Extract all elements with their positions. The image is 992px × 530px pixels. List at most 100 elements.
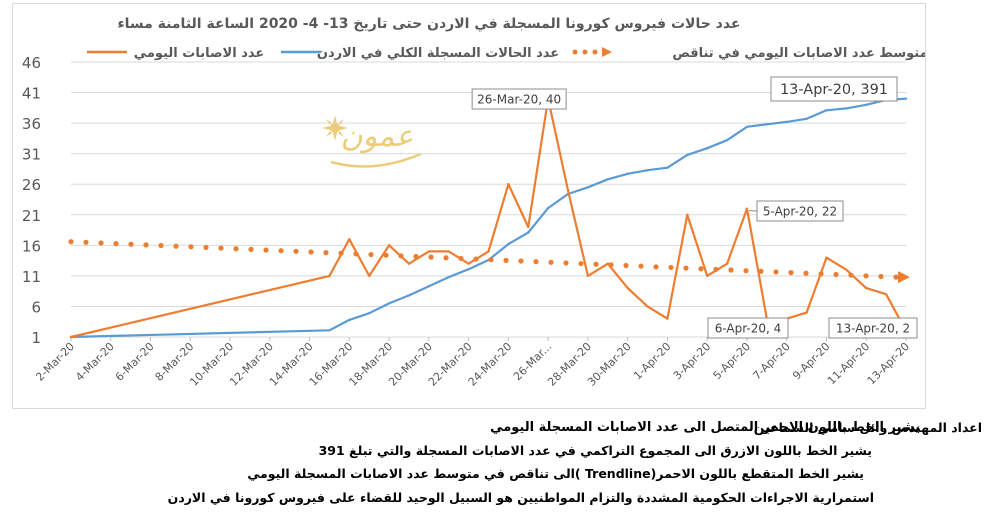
daily-point bbox=[586, 274, 590, 278]
legend-trend-marker bbox=[592, 49, 598, 55]
trend-dot bbox=[248, 246, 254, 252]
x-axis-tick-label: 24-Mar-20 bbox=[466, 340, 515, 389]
trend-dot bbox=[143, 242, 149, 248]
trend-dot bbox=[653, 264, 659, 270]
cumulative-point bbox=[507, 242, 510, 246]
cumulative-point bbox=[825, 109, 828, 112]
cumulative-point bbox=[447, 275, 450, 279]
daily-point bbox=[447, 250, 450, 253]
left-axis-tick-label: 11 bbox=[22, 268, 41, 286]
daily-point bbox=[328, 274, 331, 278]
trend-dot bbox=[263, 247, 269, 253]
trend-dot bbox=[398, 253, 404, 259]
cumulative-point bbox=[407, 294, 411, 297]
trend-dot bbox=[698, 266, 704, 272]
trend-dot bbox=[458, 255, 464, 262]
daily-point bbox=[527, 225, 530, 229]
trend-dot bbox=[743, 268, 749, 274]
daily-point bbox=[865, 286, 868, 290]
trend-dot bbox=[98, 240, 104, 246]
cumulative-point bbox=[606, 178, 609, 181]
trend-dot bbox=[863, 273, 869, 279]
x-axis-tick-label: 3-Apr-20 bbox=[671, 340, 713, 382]
legend: متوسط عدد الاصابات اليومي في تناقص عدد ا… bbox=[87, 46, 928, 61]
x-axis-tick-label: 4-Mar-20 bbox=[73, 340, 117, 384]
daily-point bbox=[348, 238, 351, 241]
callout-box bbox=[707, 317, 789, 339]
note-line3: يشير الخط المتقطع باللون الاحمر(Trendlin… bbox=[247, 466, 864, 481]
trend-dot bbox=[758, 268, 764, 274]
legend-cumulative-label: عدد الحالات المسجلة الكلي في الاردن bbox=[317, 46, 559, 61]
trend-arrowhead bbox=[898, 271, 910, 284]
trend-dot bbox=[233, 246, 239, 252]
legend-trend: متوسط عدد الاصابات اليومي في تناقص bbox=[572, 46, 928, 61]
trend-dot bbox=[443, 255, 449, 261]
daily-point bbox=[725, 262, 729, 265]
legend-daily: عدد الاصابات اليومي bbox=[87, 46, 264, 61]
x-axis-tick-label: 6-Mar-20 bbox=[113, 340, 157, 384]
daily-point bbox=[805, 311, 808, 314]
daily-point bbox=[467, 262, 470, 265]
trend-dot bbox=[623, 262, 629, 269]
cumulative-point bbox=[586, 186, 590, 189]
trend-dot bbox=[803, 270, 809, 276]
trend-dot bbox=[158, 242, 164, 249]
left-axis-tick-label: 21 bbox=[22, 207, 41, 225]
daily-point bbox=[686, 213, 689, 216]
daily-point bbox=[606, 262, 609, 265]
sunburst-icon bbox=[322, 115, 348, 141]
daily-point bbox=[626, 286, 629, 290]
legend-trend-marker bbox=[572, 49, 578, 55]
note-line1: يشير الخط باللون الاحمر المتصل الى عدد ا… bbox=[490, 420, 920, 435]
trend-dot bbox=[728, 267, 734, 273]
trend-dot bbox=[548, 259, 554, 265]
x-axis-tick-label: 30-Mar-20 bbox=[585, 340, 634, 389]
trend-dot bbox=[488, 257, 494, 263]
x-axis-tick-label: 1-Apr-20 bbox=[631, 340, 673, 382]
legend-trend-label: متوسط عدد الاصابات اليومي في تناقص bbox=[672, 46, 925, 61]
legend-daily-label: عدد الاصابات اليومي bbox=[134, 46, 265, 61]
trend-dot bbox=[893, 274, 899, 280]
cumulative-point bbox=[904, 97, 908, 100]
cumulative-point bbox=[666, 166, 669, 169]
trend-dot bbox=[218, 245, 224, 251]
trend-dot bbox=[83, 239, 89, 245]
trend-dot bbox=[638, 263, 644, 269]
callout-box bbox=[471, 88, 567, 110]
cumulative-point bbox=[805, 117, 808, 121]
watermark-swoosh bbox=[330, 152, 422, 168]
callout-label: 13-Apr-20, 2 bbox=[836, 321, 910, 335]
note-line4: استمرارية الاجراءات الحكومية المشددة وال… bbox=[167, 490, 874, 505]
trend-dot bbox=[368, 251, 374, 258]
daily-point bbox=[507, 183, 510, 186]
chart-title: عدد حالات فيروس كورونا المسجلة في الاردن… bbox=[117, 16, 740, 32]
legend-cumulative: عدد الحالات المسجلة الكلي في الاردن bbox=[281, 46, 559, 61]
chart-frame: عدد حالات فيروس كورونا المسجلة في الاردن… bbox=[12, 3, 959, 409]
cumulative-point bbox=[725, 139, 729, 142]
left-axis-tick-label: 46 bbox=[22, 54, 41, 72]
cumulative-point bbox=[745, 125, 749, 128]
daily-point bbox=[666, 317, 669, 320]
daily-point bbox=[884, 293, 888, 296]
trend-dot bbox=[848, 272, 854, 278]
x-axis-tick-label: 7-Apr-20 bbox=[750, 340, 792, 382]
trend-dot bbox=[278, 248, 284, 254]
trend-dot bbox=[338, 250, 344, 256]
cumulative-point bbox=[865, 103, 868, 106]
daily-point bbox=[566, 189, 570, 192]
left-axis-tick-label: 1 bbox=[31, 329, 41, 347]
trend-dot bbox=[113, 241, 119, 247]
daily-point bbox=[427, 250, 431, 253]
x-axis-tick-label: 5-Apr-20 bbox=[711, 340, 753, 382]
cumulative-point bbox=[705, 146, 709, 150]
trend-dot bbox=[203, 244, 209, 251]
cumulative-point bbox=[328, 329, 331, 332]
trend-dot bbox=[608, 262, 614, 268]
daily-point bbox=[646, 305, 649, 308]
cumulative-point bbox=[467, 267, 470, 271]
trend-dot bbox=[188, 244, 194, 250]
cumulative-point bbox=[686, 153, 689, 157]
cumulative-point bbox=[765, 123, 769, 126]
watermark-text: عمون bbox=[341, 119, 414, 154]
trend-dot bbox=[413, 253, 419, 260]
